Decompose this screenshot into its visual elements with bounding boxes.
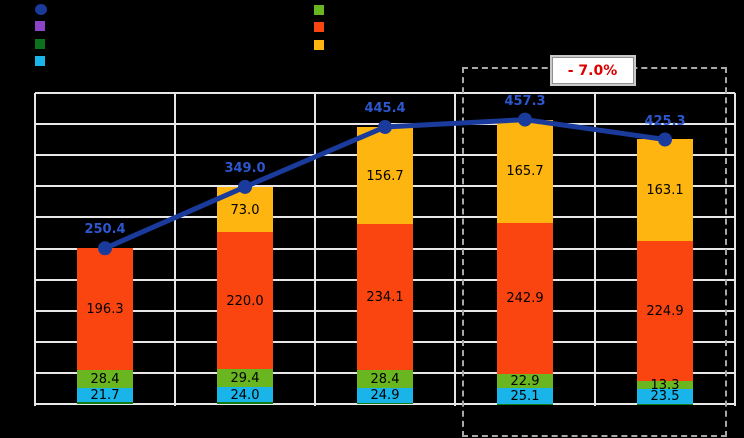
- gridline-vertical: [734, 93, 736, 406]
- total-value-label: 425.3: [644, 113, 686, 129]
- bar-segment-green: [357, 370, 413, 388]
- percent-change-label: - 7.0%: [567, 62, 618, 79]
- bar-segment-label: 28.4: [370, 371, 400, 387]
- bar-segment-label: 196.3: [86, 302, 124, 318]
- legend-square-dark-green-series: [35, 39, 45, 49]
- bar-segment-label: 24.9: [370, 388, 400, 404]
- legend-square-purple-series: [35, 21, 45, 31]
- legend-circle-line-total: [35, 4, 47, 15]
- bar-segment-label: 163.1: [646, 183, 684, 199]
- total-value-label: 457.3: [504, 93, 546, 109]
- bar-segment-label: 242.9: [506, 291, 544, 307]
- bar-segment-label: 24.0: [230, 387, 260, 403]
- bar-segment-orange-red: [637, 240, 693, 381]
- bar-segment-label: 73.0: [230, 202, 260, 218]
- gridline-horizontal: [35, 92, 735, 94]
- stacked-bar: [637, 139, 693, 404]
- bar-segment-label: 165.7: [506, 164, 544, 180]
- legend-square-green-series: [314, 5, 324, 15]
- legend-square-amber-series: [314, 40, 324, 50]
- gridline-vertical: [34, 93, 36, 406]
- legend-square-red-series: [314, 22, 324, 32]
- stacked-bar: [77, 248, 133, 404]
- bar-segment-label: 23.5: [650, 389, 680, 405]
- bar-segment-cyan: [637, 389, 693, 404]
- bar-segment-cyan: [217, 387, 273, 403]
- bar-segment-label: 29.4: [230, 371, 260, 387]
- bar-segment-cyan: [497, 387, 553, 404]
- total-value-label: 349.0: [224, 160, 266, 176]
- total-value-label: 250.4: [84, 222, 126, 238]
- bar-segment-label: 25.1: [510, 388, 540, 404]
- bar-segment-green: [497, 373, 553, 388]
- stacked-bar: [497, 119, 553, 404]
- bar-segment-green: [637, 380, 693, 390]
- bar-segment-orange-red: [77, 248, 133, 371]
- bar-segment-label: 234.1: [366, 290, 404, 306]
- bar-segment-other-dark-green: [77, 401, 133, 404]
- gridline-vertical: [174, 93, 176, 406]
- total-value-label: 445.4: [364, 101, 406, 116]
- bar-segment-green: [77, 370, 133, 388]
- bar-segment-other-dark-green: [357, 403, 413, 404]
- bar-segment-label: 22.9: [510, 373, 540, 389]
- bar-segment-label: 224.9: [646, 303, 684, 319]
- bar-segment-label: 156.7: [366, 168, 404, 184]
- bar-segment-other-dark-green: [217, 402, 273, 404]
- bar-segment-cyan: [357, 387, 413, 404]
- bar-segment-label: 28.4: [90, 372, 120, 388]
- gridline-vertical: [454, 93, 456, 406]
- bar-segment-green: [217, 369, 273, 388]
- legend-square-cyan-series: [35, 56, 45, 66]
- bar-segment-label: 220.0: [226, 293, 264, 309]
- gridline-vertical: [314, 93, 316, 406]
- gridline-horizontal: [35, 403, 735, 405]
- bar-segment-label: 21.7: [90, 387, 120, 403]
- percent-change-callout: - 7.0%: [549, 55, 636, 86]
- bar-segment-cyan: [77, 388, 133, 402]
- bar-segment-orange-red: [217, 232, 273, 370]
- bar-segment-label: 13.3: [650, 377, 680, 393]
